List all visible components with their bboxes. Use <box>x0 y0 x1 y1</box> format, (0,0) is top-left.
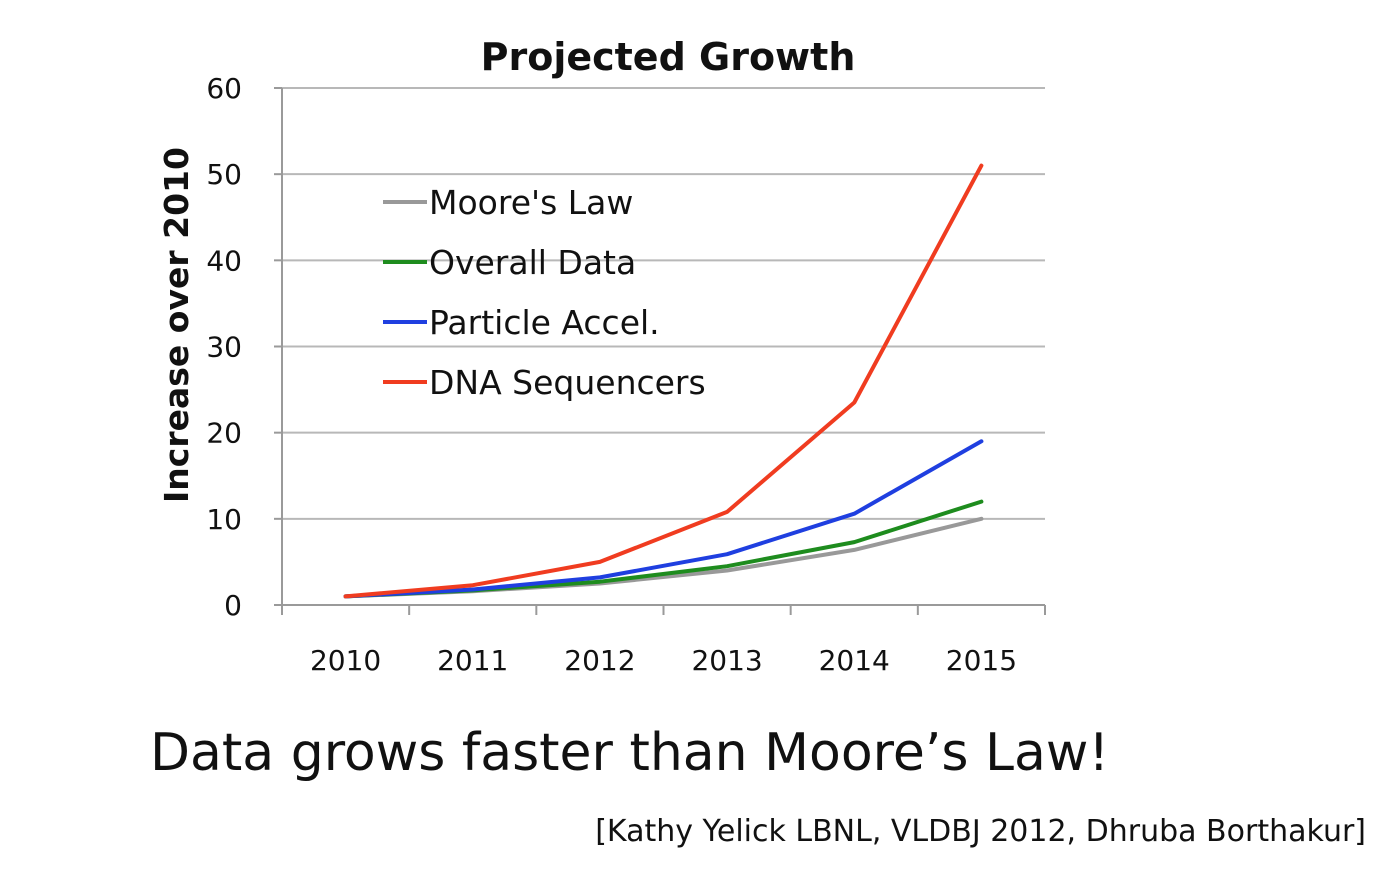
y-tick-label: 60 <box>206 72 242 105</box>
y-tick-label: 10 <box>206 503 242 536</box>
series-line-dna-sequencers <box>343 163 984 599</box>
y-tick-label: 30 <box>206 331 242 364</box>
caption: Data grows faster than Moore’s Law! <box>150 723 1110 783</box>
y-tick-label: 0 <box>224 589 242 622</box>
x-tick-label: 2013 <box>691 644 762 677</box>
legend-label-dna-sequencers: DNA Sequencers <box>429 363 706 402</box>
legend-label-particle-accel: Particle Accel. <box>429 303 660 342</box>
x-tick-label: 2015 <box>946 644 1017 677</box>
y-tick-label: 50 <box>206 158 242 191</box>
series-line-overall-data <box>343 499 984 599</box>
legend-label-overall-data: Overall Data <box>429 243 636 282</box>
x-tick-label: 2011 <box>437 644 508 677</box>
x-tick-label: 2010 <box>310 644 381 677</box>
projected-growth-chart: Projected Growth Increase over 2010 0 10 2… <box>157 35 1046 677</box>
chart-title: Projected Growth <box>481 35 856 79</box>
y-axis-label: Increase over 2010 <box>157 147 196 503</box>
x-tick-label: 2014 <box>819 644 890 677</box>
citation: [Kathy Yelick LBNL, VLDBJ 2012, Dhruba B… <box>595 814 1366 849</box>
x-tick-label: 2012 <box>564 644 635 677</box>
gridlines <box>282 87 1045 520</box>
legend: Moore's Law Overall Data Particle Accel. DN… <box>383 183 706 402</box>
series-line-particle-accel <box>343 439 984 599</box>
legend-label-moore-s-law: Moore's Law <box>429 183 633 222</box>
axes: 0 10 20 30 40 50 60 2010 2011 2012 2013 2014 2015 <box>206 72 1046 677</box>
y-tick-label: 40 <box>206 244 242 277</box>
series-lines <box>343 163 984 599</box>
y-tick-label: 20 <box>206 417 242 450</box>
